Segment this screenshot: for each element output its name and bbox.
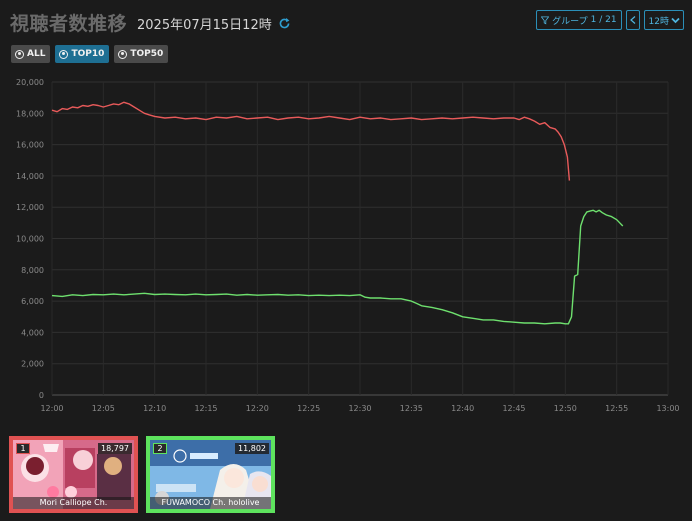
x-tick-label: 12:25 [297, 404, 320, 413]
chevron-down-icon [671, 17, 680, 23]
x-tick-label: 12:00 [40, 404, 63, 413]
y-tick-label: 6,000 [21, 297, 44, 306]
y-tick-label: 16,000 [16, 141, 44, 150]
header: 視聴者数推移 2025年07月15日12時 [10, 8, 291, 36]
radio-icon [118, 49, 128, 59]
x-tick-label: 13:00 [656, 404, 679, 413]
prev-hour-button[interactable] [625, 10, 640, 30]
x-tick-label: 12:35 [400, 404, 423, 413]
hour-select[interactable]: 12時 [643, 10, 684, 30]
chevron-left-icon [629, 16, 635, 24]
filter-top10-label: TOP10 [71, 49, 105, 59]
refresh-icon[interactable] [278, 17, 291, 30]
group-label: グループ [552, 16, 588, 27]
x-tick-label: 12:40 [451, 404, 474, 413]
y-tick-label: 0 [39, 391, 44, 400]
x-tick-label: 12:10 [143, 404, 166, 413]
viewer-count: 11,802 [235, 443, 269, 454]
filter-all-label: ALL [27, 49, 46, 59]
filter-top10[interactable]: TOP10 [55, 45, 110, 63]
channel-name: Mori Calliope Ch. [13, 497, 134, 509]
series-line-2 [51, 209, 624, 325]
chart-grid [51, 81, 669, 396]
channel-name: FUWAMOCO Ch. hololive [150, 497, 271, 509]
y-tick-label: 14,000 [16, 172, 44, 181]
viewer-trend-chart: 0 2,000 4,000 6,000 8,000 10,000 12,000 14,000 1… [16, 78, 680, 413]
rank-badge: 2 [153, 443, 167, 454]
y-tick-label: 20,000 [16, 78, 44, 87]
y-tick-label: 2,000 [21, 360, 44, 369]
x-tick-label: 12:15 [194, 404, 217, 413]
datetime-label: 2025年07月15日12時 [137, 18, 272, 33]
stream-card-2[interactable]: 2 11,802 FUWAMOCO Ch. hololive [146, 436, 275, 513]
top-streams: 1 18,797 Mori Calliope Ch. 2 11,802 FUWA… [9, 436, 275, 513]
group-page: 1 / 21 [590, 15, 617, 25]
x-tick-label: 12:45 [502, 404, 525, 413]
group-controls: グループ 1 / 21 12時 [536, 10, 684, 30]
y-axis: 0 2,000 4,000 6,000 8,000 10,000 12,000 14,000 1… [16, 78, 44, 400]
y-tick-label: 4,000 [21, 328, 44, 337]
x-tick-label: 12:05 [92, 404, 115, 413]
x-tick-label: 12:55 [605, 404, 628, 413]
filter-all[interactable]: ALL [11, 45, 51, 63]
chart-series [51, 101, 624, 325]
y-tick-label: 18,000 [16, 109, 44, 118]
x-tick-label: 12:20 [246, 404, 269, 413]
stream-card-1[interactable]: 1 18,797 Mori Calliope Ch. [9, 436, 138, 513]
y-tick-label: 8,000 [21, 266, 44, 275]
rank-badge: 1 [16, 443, 30, 454]
group-filter-button[interactable]: グループ 1 / 21 [536, 10, 622, 30]
x-axis: 12:00 12:05 12:10 12:15 12:20 12:25 12:30 12:35… [40, 404, 679, 413]
series-line-1 [51, 101, 571, 181]
y-tick-label: 10,000 [16, 235, 44, 244]
filter-tabs: ALL TOP10 TOP50 [11, 45, 169, 63]
filter-top50[interactable]: TOP50 [114, 45, 169, 63]
x-tick-label: 12:30 [348, 404, 371, 413]
y-tick-label: 12,000 [16, 203, 44, 212]
radio-icon [59, 49, 69, 59]
viewer-count: 18,797 [98, 443, 132, 454]
x-tick-label: 12:50 [554, 404, 577, 413]
filter-top50-label: TOP50 [130, 49, 164, 59]
page-title: 視聴者数推移 [10, 12, 128, 35]
hour-select-value: 12時 [648, 16, 669, 27]
filter-icon [541, 16, 550, 24]
radio-icon [15, 49, 24, 59]
